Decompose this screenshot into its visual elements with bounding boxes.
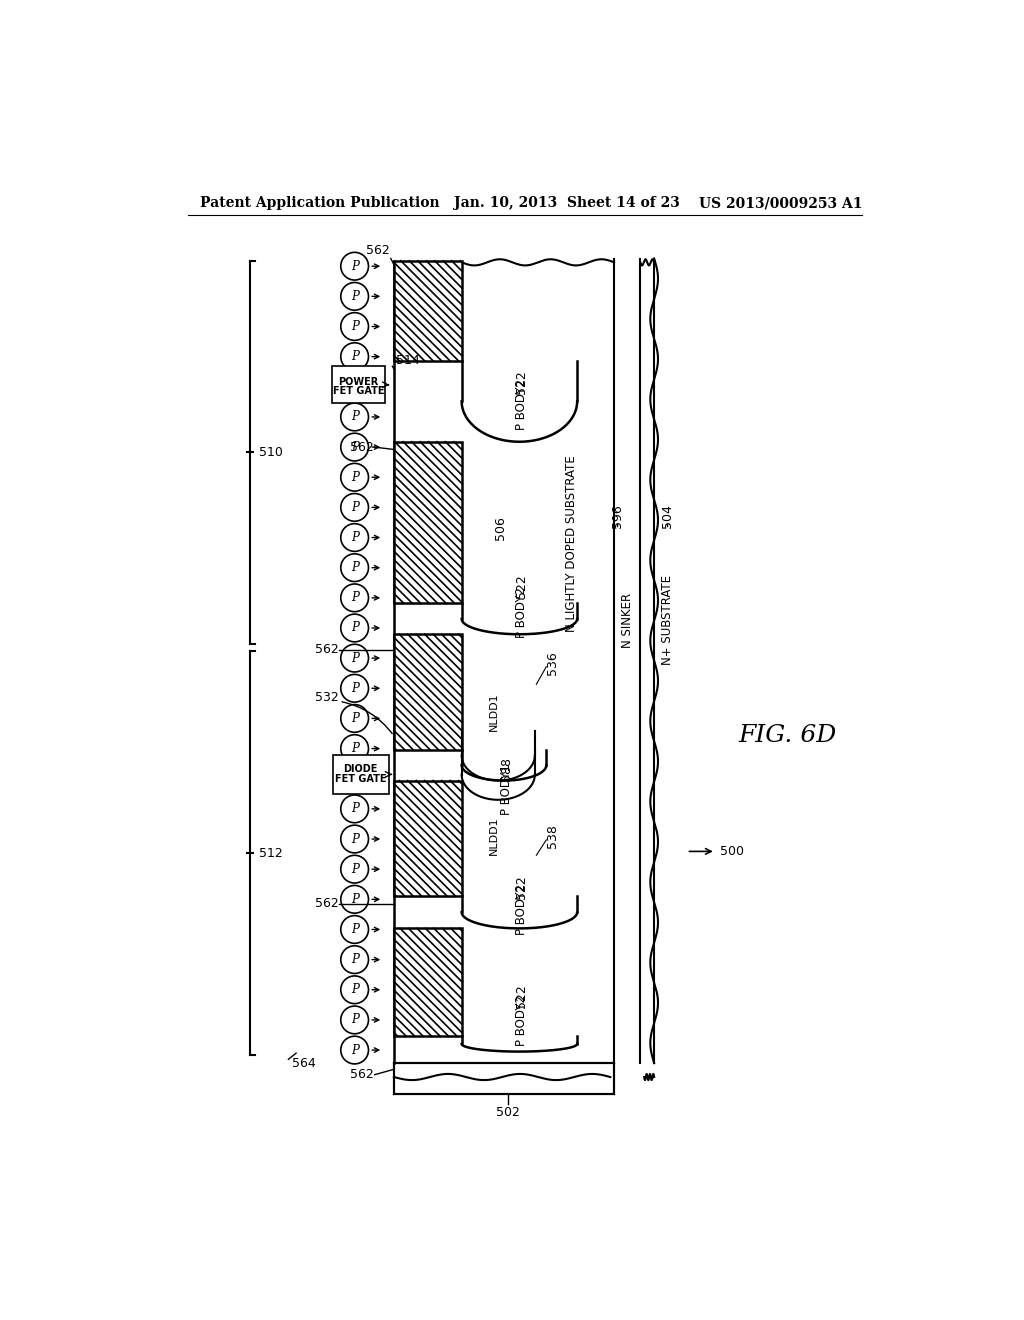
Text: 562: 562 (314, 643, 339, 656)
Bar (394, 261, 462, 360)
Text: N LIGHTLY DOPED SUBSTRATE: N LIGHTLY DOPED SUBSTRATE (565, 455, 579, 632)
Text: N SINKER: N SINKER (621, 593, 634, 648)
Text: FIG. 6D: FIG. 6D (739, 725, 837, 747)
Text: 502: 502 (496, 1106, 520, 1118)
Text: P: P (350, 319, 358, 333)
Bar (394, 928, 462, 1036)
Text: P: P (350, 500, 358, 513)
Text: 562: 562 (367, 244, 390, 257)
Text: P: P (350, 471, 358, 483)
Text: P: P (350, 290, 358, 302)
Text: P: P (350, 681, 358, 694)
Text: P: P (350, 1014, 358, 1027)
Text: 536: 536 (547, 651, 559, 675)
Text: P: P (350, 380, 358, 393)
Text: P: P (350, 772, 358, 785)
Text: Patent Application Publication: Patent Application Publication (200, 197, 439, 210)
Text: 532: 532 (314, 690, 339, 704)
Text: 504: 504 (660, 504, 674, 528)
Text: P: P (350, 833, 358, 846)
Text: P BODY1: P BODY1 (500, 764, 513, 816)
Text: P: P (350, 441, 358, 454)
Bar (333, 755, 388, 793)
Text: P BODY2: P BODY2 (515, 995, 528, 1047)
Text: P: P (350, 863, 358, 875)
Text: 562: 562 (350, 441, 374, 454)
Text: 538: 538 (547, 824, 559, 847)
Text: Jan. 10, 2013  Sheet 14 of 23: Jan. 10, 2013 Sheet 14 of 23 (454, 197, 680, 210)
Text: NLDD1: NLDD1 (489, 692, 499, 730)
Text: P BODY2: P BODY2 (515, 379, 528, 430)
Text: N+ SUBSTRATE: N+ SUBSTRATE (660, 576, 674, 665)
Text: 596: 596 (610, 504, 624, 528)
Text: P: P (350, 411, 358, 424)
Text: 522: 522 (515, 985, 528, 1008)
Text: P: P (350, 591, 358, 605)
Text: P: P (350, 531, 358, 544)
Text: P: P (350, 652, 358, 665)
Text: P: P (350, 260, 358, 273)
Text: 588: 588 (500, 756, 513, 781)
Text: FET GATE: FET GATE (333, 387, 384, 396)
Text: 510: 510 (259, 446, 283, 458)
Bar (394, 635, 462, 750)
Text: 512: 512 (259, 847, 283, 859)
Text: P: P (350, 983, 358, 997)
Text: 522: 522 (515, 875, 528, 899)
Text: P: P (350, 622, 358, 635)
Text: 562: 562 (350, 1068, 374, 1081)
Text: 522: 522 (515, 370, 528, 393)
Text: P: P (350, 742, 358, 755)
Text: 506: 506 (494, 516, 507, 540)
Text: POWER: POWER (338, 378, 379, 387)
Text: 564: 564 (292, 1056, 316, 1069)
Text: 514: 514 (396, 354, 420, 367)
Text: 522: 522 (515, 574, 528, 598)
Text: P BODY2: P BODY2 (515, 587, 528, 638)
Text: FET GATE: FET GATE (335, 775, 386, 784)
Text: 562: 562 (314, 898, 339, 911)
Text: P: P (350, 1044, 358, 1056)
Text: P: P (350, 953, 358, 966)
Text: NLDD1: NLDD1 (489, 817, 499, 855)
Bar (394, 442, 462, 603)
Text: P: P (350, 923, 358, 936)
Text: P: P (350, 892, 358, 906)
Text: P: P (350, 803, 358, 816)
Text: DIODE: DIODE (344, 764, 378, 775)
Text: US 2013/0009253 A1: US 2013/0009253 A1 (698, 197, 862, 210)
Bar (394, 780, 462, 896)
Text: P: P (350, 561, 358, 574)
Text: P BODY2: P BODY2 (515, 884, 528, 936)
Bar (333, 367, 385, 404)
Text: P: P (350, 350, 358, 363)
Text: P: P (350, 711, 358, 725)
Text: 500: 500 (720, 845, 743, 858)
